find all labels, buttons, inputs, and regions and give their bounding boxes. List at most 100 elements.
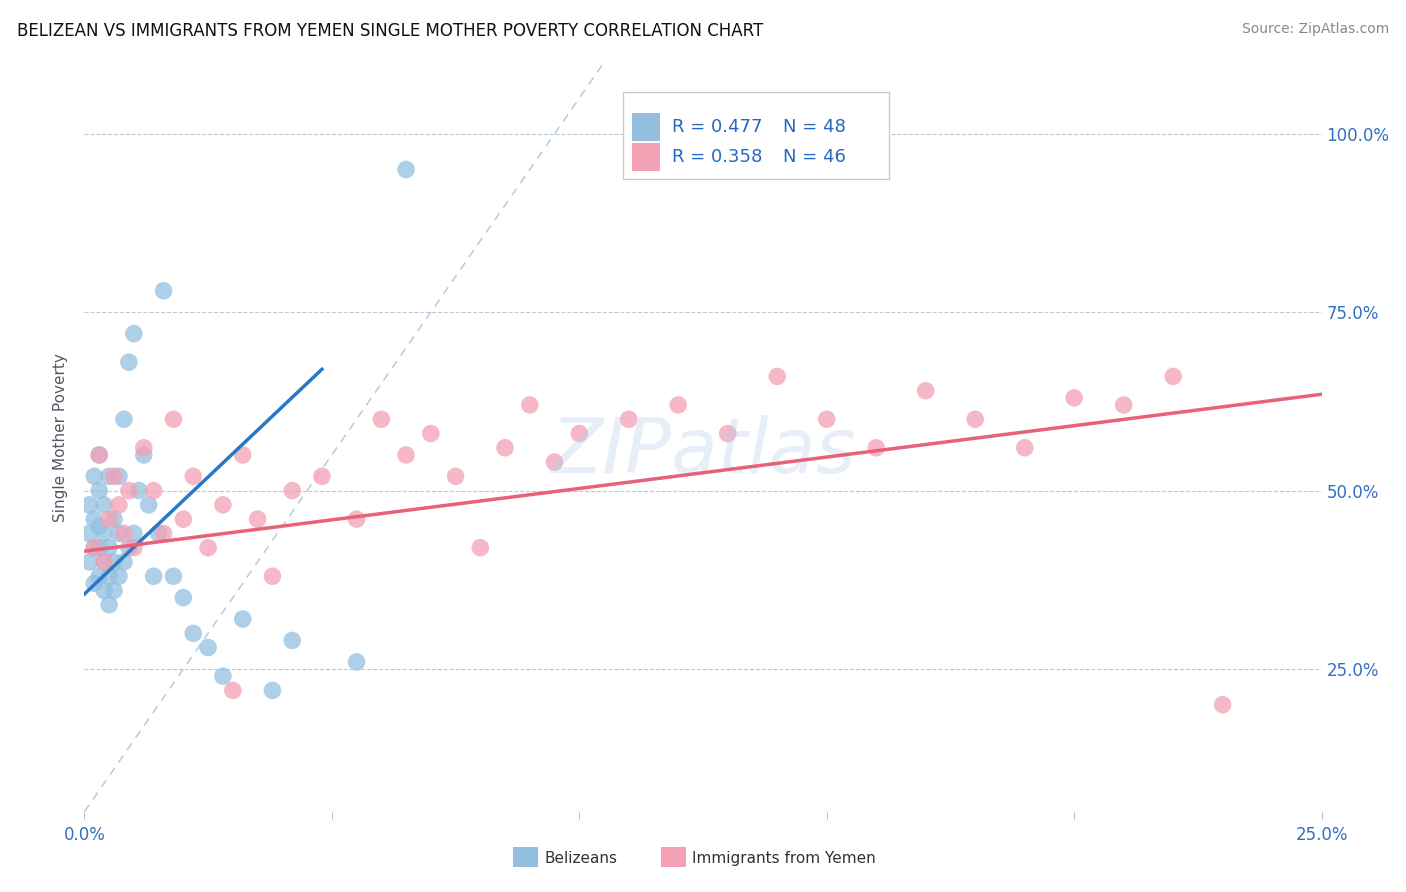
Point	[281, 483, 304, 498]
Point	[83, 541, 105, 555]
Point	[232, 448, 254, 462]
Point	[89, 483, 111, 498]
Point	[914, 384, 936, 398]
Point	[89, 448, 111, 462]
Point	[965, 412, 987, 426]
Point	[98, 598, 121, 612]
Point	[815, 412, 838, 426]
Point	[212, 498, 235, 512]
Point	[395, 448, 418, 462]
Point	[79, 555, 101, 569]
Point	[346, 512, 368, 526]
Point	[419, 426, 441, 441]
Point	[181, 469, 204, 483]
Point	[172, 512, 194, 526]
Point	[262, 683, 284, 698]
Point	[262, 569, 284, 583]
Point	[1063, 391, 1085, 405]
Point	[865, 441, 887, 455]
Point	[108, 526, 131, 541]
FancyBboxPatch shape	[623, 93, 889, 178]
Text: N = 48: N = 48	[783, 118, 846, 136]
Bar	[633, 112, 659, 141]
Point	[103, 583, 125, 598]
Point	[103, 469, 125, 483]
Point	[444, 469, 467, 483]
Point	[222, 683, 245, 698]
Point	[108, 498, 131, 512]
Point	[122, 526, 145, 541]
Point	[132, 448, 155, 462]
Point	[108, 569, 131, 583]
Point	[311, 469, 333, 483]
Point	[395, 162, 418, 177]
Point	[79, 498, 101, 512]
Point	[98, 569, 121, 583]
Point	[152, 284, 174, 298]
Point	[148, 526, 170, 541]
Text: R = 0.358: R = 0.358	[672, 148, 762, 166]
Point	[543, 455, 565, 469]
Point	[93, 555, 115, 569]
Text: BELIZEAN VS IMMIGRANTS FROM YEMEN SINGLE MOTHER POVERTY CORRELATION CHART: BELIZEAN VS IMMIGRANTS FROM YEMEN SINGLE…	[17, 22, 763, 40]
Point	[766, 369, 789, 384]
Point	[128, 483, 150, 498]
Point	[212, 669, 235, 683]
Text: Belizeans: Belizeans	[544, 851, 617, 865]
Point	[617, 412, 640, 426]
Point	[370, 412, 392, 426]
Text: ZIPatlas: ZIPatlas	[550, 415, 856, 489]
Point	[281, 633, 304, 648]
Point	[162, 569, 184, 583]
Bar	[633, 143, 659, 171]
Point	[494, 441, 516, 455]
Point	[132, 441, 155, 455]
Text: Source: ZipAtlas.com: Source: ZipAtlas.com	[1241, 22, 1389, 37]
Point	[98, 541, 121, 555]
Text: N = 46: N = 46	[783, 148, 846, 166]
Point	[181, 626, 204, 640]
Point	[83, 576, 105, 591]
Point	[246, 512, 269, 526]
Point	[93, 583, 115, 598]
Point	[197, 640, 219, 655]
Point	[83, 469, 105, 483]
Point	[112, 555, 135, 569]
Point	[519, 398, 541, 412]
Point	[162, 412, 184, 426]
Point	[83, 512, 105, 526]
Point	[1112, 398, 1135, 412]
Point	[152, 526, 174, 541]
Point	[717, 426, 740, 441]
Point	[103, 555, 125, 569]
Point	[232, 612, 254, 626]
Point	[1161, 369, 1184, 384]
Point	[470, 541, 492, 555]
Point	[138, 498, 160, 512]
Text: Immigrants from Yemen: Immigrants from Yemen	[692, 851, 876, 865]
Point	[98, 469, 121, 483]
Point	[103, 512, 125, 526]
Point	[122, 541, 145, 555]
Point	[142, 483, 165, 498]
Point	[93, 526, 115, 541]
Text: R = 0.477: R = 0.477	[672, 118, 762, 136]
Point	[83, 541, 105, 555]
Point	[89, 541, 111, 555]
Point	[118, 541, 141, 555]
Point	[89, 448, 111, 462]
Point	[197, 541, 219, 555]
Point	[118, 355, 141, 369]
Point	[108, 469, 131, 483]
Point	[89, 569, 111, 583]
Point	[79, 526, 101, 541]
Point	[346, 655, 368, 669]
Point	[112, 412, 135, 426]
Point	[112, 526, 135, 541]
Point	[89, 519, 111, 533]
Point	[1212, 698, 1234, 712]
Point	[568, 426, 591, 441]
Point	[122, 326, 145, 341]
Point	[98, 512, 121, 526]
Point	[172, 591, 194, 605]
